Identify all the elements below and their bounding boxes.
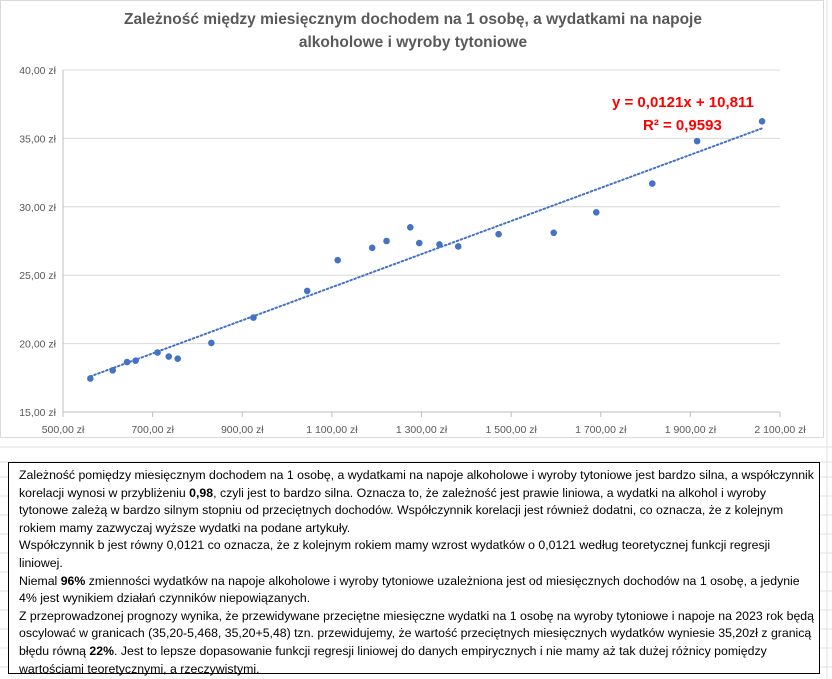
- chart-title-line-1: Zależność między miesięcznym dochodem na…: [124, 11, 702, 28]
- data-point[interactable]: [368, 244, 376, 252]
- x-tick-label: 1 300,00 zł: [396, 424, 448, 436]
- x-tick-label: 500,00 zł: [42, 424, 85, 436]
- text-run: Niemal: [19, 573, 61, 588]
- data-point[interactable]: [648, 180, 656, 187]
- data-point[interactable]: [123, 358, 131, 366]
- x-tick-label: 700,00 zł: [131, 424, 174, 436]
- text-run: Współczynnik b jest równy 0,0121 co ozna…: [19, 538, 771, 570]
- data-point[interactable]: [303, 287, 311, 295]
- r-squared-label[interactable]: R² = 0,9593: [643, 117, 722, 134]
- scatter-plot: 15,00 zł 20,00 zł 25,00 zł 30,00 zł 35,00 zł…: [19, 65, 806, 436]
- data-point[interactable]: [693, 137, 701, 145]
- data-point[interactable]: [454, 243, 462, 250]
- highlighted-value: 96%: [60, 573, 86, 588]
- x-tick-label: 1 700,00 zł: [575, 424, 627, 436]
- text-run: zmienności wydatków na napoje alkoholowe…: [19, 573, 800, 606]
- data-point[interactable]: [495, 230, 502, 238]
- analysis-text-box[interactable]: Zależność pomiędzy miesięcznym dochodem …: [8, 462, 820, 676]
- trendline[interactable]: [89, 127, 764, 378]
- analysis-paragraph: Zależność pomiędzy miesięcznym dochodem …: [19, 467, 814, 537]
- chart-area[interactable]: Zależność między miesięcznym dochodem na…: [0, 0, 824, 438]
- text-run: . Jest to lepsze dopasowanie funkcji reg…: [19, 643, 767, 676]
- y-tick-label: 40,00 zł: [19, 65, 56, 77]
- x-tick-label: 1 500,00 zł: [485, 424, 537, 436]
- y-tick-label: 35,00 zł: [19, 133, 56, 145]
- highlighted-value: 22%: [89, 643, 115, 658]
- y-tick-label: 20,00 zł: [19, 339, 56, 351]
- data-point[interactable]: [415, 239, 423, 247]
- analysis-paragraph: Niemal 96% zmienności wydatków na napoje…: [19, 573, 814, 608]
- text-run: , czyli jest to bardzo silna. Oznacza to…: [19, 485, 784, 535]
- data-point[interactable]: [154, 349, 161, 356]
- x-tick-label: 900,00 zł: [221, 424, 264, 436]
- x-tick-label: 1 100,00 zł: [306, 424, 358, 436]
- chart-title-line-2: alkoholowe i wyroby tytoniowe: [298, 34, 528, 51]
- data-point[interactable]: [550, 229, 557, 237]
- data-point[interactable]: [87, 375, 94, 382]
- data-point[interactable]: [250, 314, 257, 321]
- data-point[interactable]: [592, 208, 600, 216]
- x-tick-label: 2 100,00 zł: [754, 424, 806, 436]
- data-point[interactable]: [132, 357, 139, 365]
- data-point[interactable]: [165, 353, 173, 360]
- data-point[interactable]: [334, 256, 342, 264]
- y-tick-label: 15,00 zł: [19, 407, 56, 419]
- data-point[interactable]: [174, 355, 182, 362]
- data-point[interactable]: [383, 237, 390, 245]
- analysis-paragraph: Współczynnik b jest równy 0,0121 co ozna…: [19, 537, 814, 572]
- data-point[interactable]: [109, 366, 117, 374]
- y-tick-label: 30,00 zł: [19, 202, 56, 214]
- x-tick-label: 1 900,00 zł: [665, 424, 717, 436]
- data-point[interactable]: [208, 339, 215, 347]
- data-point[interactable]: [758, 118, 766, 125]
- highlighted-value: 0,98: [189, 485, 214, 500]
- y-tick-label: 25,00 zł: [19, 270, 56, 282]
- text-run: Z przeprowadzonej prognozy wynika, że pr…: [19, 608, 814, 658]
- data-point[interactable]: [436, 241, 443, 248]
- trendline-equation-label[interactable]: y = 0,0121x + 10,811: [612, 94, 754, 111]
- text-run: Zależność pomiędzy miesięcznym dochodem …: [19, 468, 814, 500]
- analysis-paragraph: Z przeprowadzonej prognozy wynika, że pr…: [19, 608, 814, 678]
- data-point[interactable]: [406, 224, 414, 231]
